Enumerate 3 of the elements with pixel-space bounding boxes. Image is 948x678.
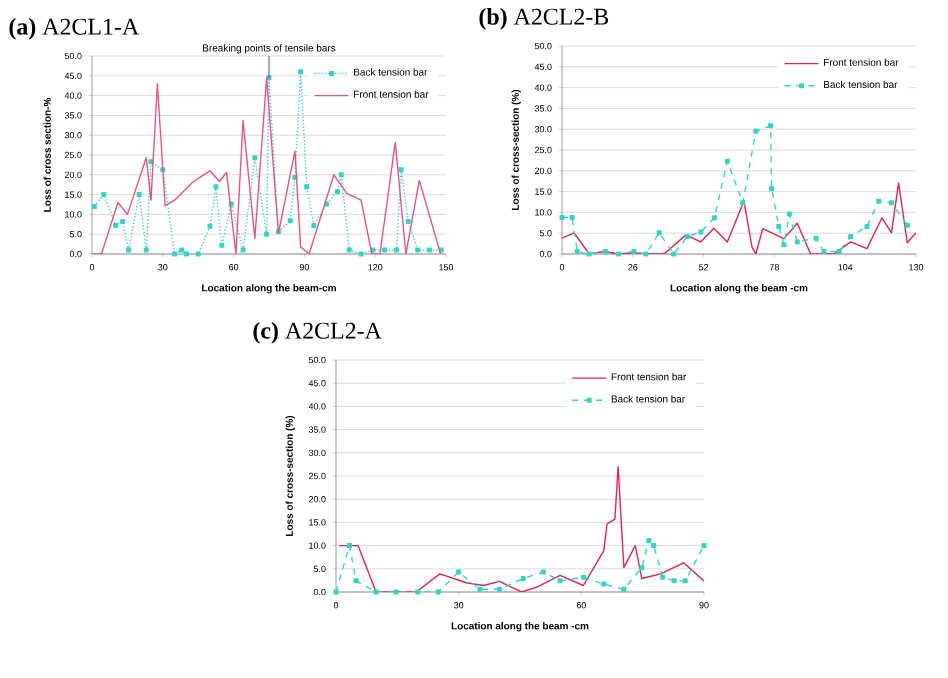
chart-title: (c) A2CL2-A <box>253 321 382 344</box>
chart-title: (b) A2CL2-B <box>479 7 609 30</box>
chart-title: (a) A2CL1-A <box>9 17 140 40</box>
